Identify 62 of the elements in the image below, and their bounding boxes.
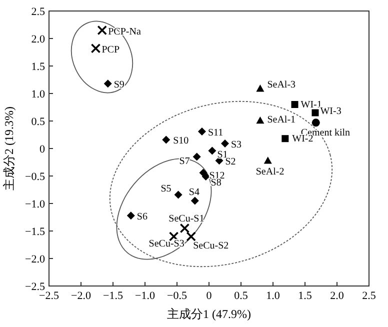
x-tick-label: −1.0 [135,290,156,302]
y-tick-label: 1.5 [31,61,46,73]
y-tick-label: −1.5 [25,226,46,238]
point [192,152,201,161]
annotation: SeAl-3 [267,80,296,91]
y-tick-label: −2.5 [25,281,46,293]
point [312,118,320,127]
x-tick-label: −0.5 [167,290,188,302]
annotation: S6 [136,212,148,223]
point [97,25,108,36]
x-tick-label: 0 [206,290,212,302]
point [264,156,272,164]
annotation: S4 [188,186,200,198]
point [208,146,216,155]
point [186,232,196,242]
annotation: WI-3 [320,106,342,117]
annotation: S3 [231,140,242,151]
point [180,223,190,234]
annotation: SeAl-1 [267,114,296,126]
y-tick-label: 1.0 [31,88,46,100]
y-tick-label: 2.0 [31,34,46,46]
y-axis-title: 主成分2 (19.3%) [2,106,16,190]
annotation: SeAl-2 [256,166,284,178]
x-axis-title: 主成分1 (47.9%) [167,307,251,321]
point [221,140,229,148]
point [202,172,210,181]
point [256,84,264,92]
annotation: SeCu-S3 [148,238,184,250]
annotation: S5 [160,184,172,195]
annotation: S2 [225,156,236,168]
x-tick-label: −2.5 [39,290,60,302]
point [282,135,289,142]
y-tick-label: 0.5 [31,116,46,128]
x-tick-label: 0.5 [234,290,248,302]
point [126,212,135,220]
x-tick-label: 2.5 [362,290,376,302]
y-tick-label: 0 [40,144,46,156]
y-tick-label: 2.5 [31,6,46,18]
annotation: S11 [208,127,224,138]
annotation: PCP [102,44,120,56]
annotation: S7 [179,156,190,167]
point [190,196,199,205]
point [162,136,170,144]
x-tick-label: 2.0 [330,290,344,302]
point [198,127,206,136]
annotation: S9 [114,80,124,91]
annotation: SeCu-S2 [193,240,229,252]
point [256,116,264,124]
x-tick-label: 1.5 [298,290,312,302]
y-tick-label: −1.0 [25,198,46,210]
y-tick-label: −0.5 [25,171,46,183]
point [312,109,319,116]
point [291,101,298,108]
annotation: S10 [173,136,189,147]
x-tick-label: −1.5 [103,290,124,302]
point [104,80,112,88]
x-tick-label: −2.0 [71,290,92,302]
annotation: SeCu-S1 [168,213,204,224]
point [90,44,101,54]
y-tick-label: −2.0 [25,254,46,266]
x-tick-label: 1.0 [266,290,280,302]
point [174,190,182,199]
